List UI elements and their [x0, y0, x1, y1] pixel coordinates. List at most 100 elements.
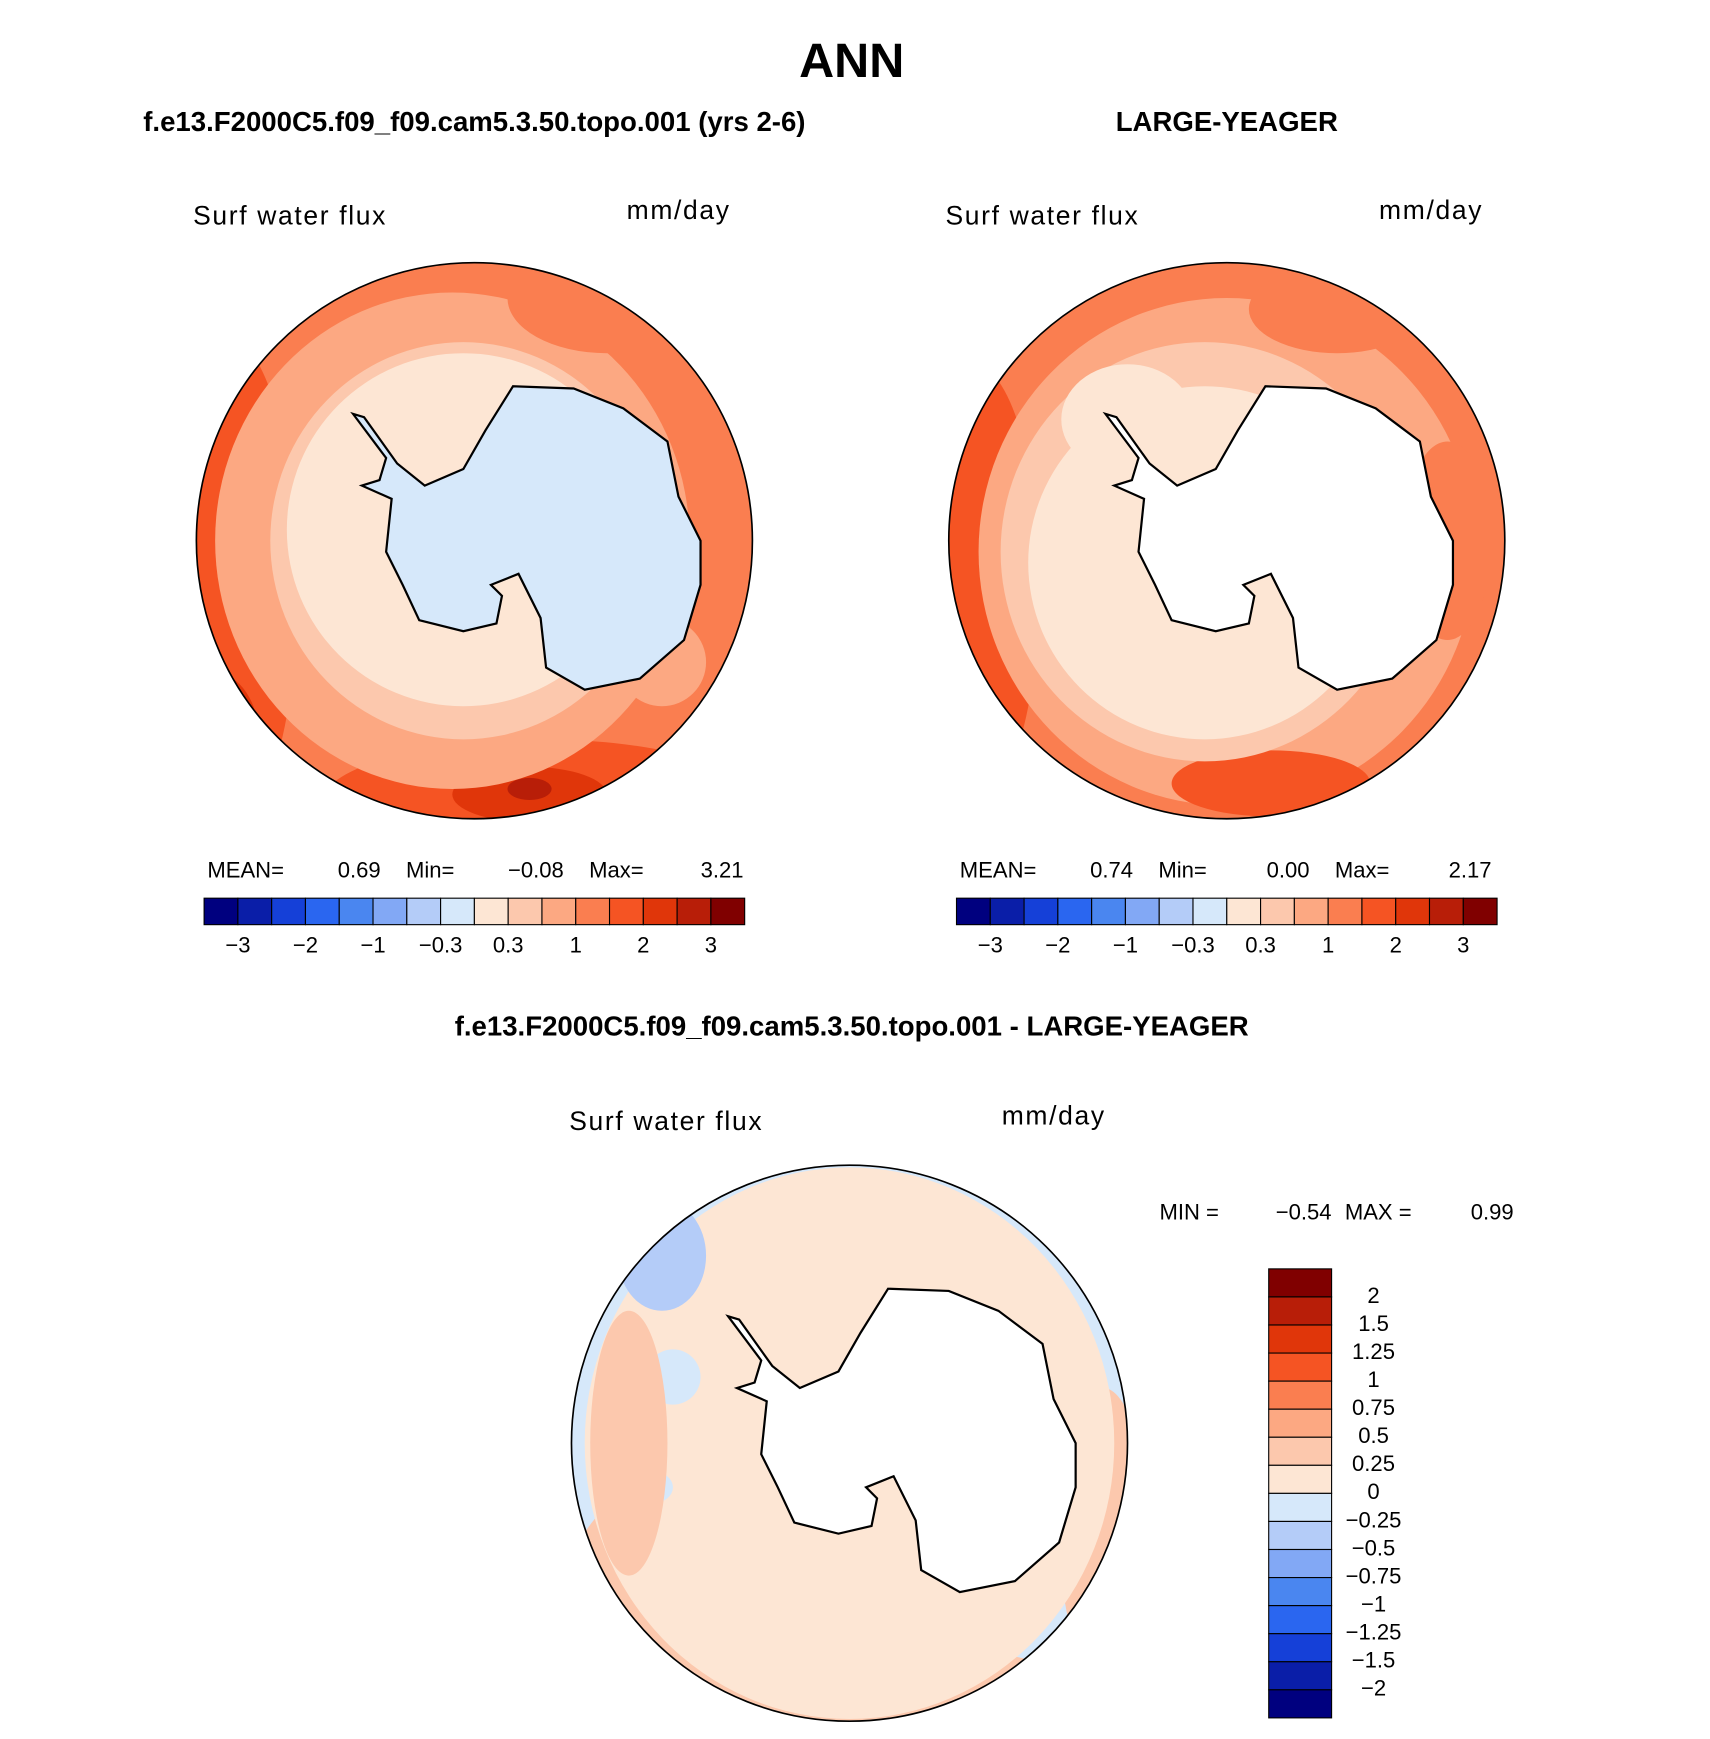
colorbar-label: −1 — [360, 933, 385, 958]
colorbar-box — [1268, 1352, 1333, 1382]
colorbar-box — [676, 897, 712, 926]
figure-title: ANN — [799, 34, 904, 88]
units-label: mm/day — [1379, 195, 1483, 225]
map-border — [947, 261, 1506, 820]
colorbar-box — [271, 897, 307, 926]
colorbar-box — [1268, 1492, 1333, 1522]
colorbar-box — [338, 897, 374, 926]
colorbar-box — [1268, 1548, 1333, 1579]
colorbar-label: −0.5 — [1352, 1535, 1396, 1560]
colorbar-label: 1 — [1322, 933, 1334, 958]
colorbar-label: −1.5 — [1352, 1648, 1396, 1673]
colorbar-box — [473, 897, 509, 926]
colorbar-box — [1327, 897, 1363, 926]
colorbar-box — [440, 897, 475, 926]
stat-value: 2.17 — [1449, 858, 1492, 883]
colorbar-box — [989, 897, 1025, 926]
panel-title: LARGE-YEAGER — [1116, 106, 1338, 137]
colorbar-label: −2 — [293, 933, 318, 958]
colorbar-box — [1428, 897, 1464, 926]
colorbar-label: 2 — [1390, 933, 1402, 958]
map — [571, 1165, 1128, 1722]
stat-name: Max= — [589, 858, 644, 883]
colorbar-label: 1 — [1367, 1367, 1379, 1392]
colorbar-box — [1268, 1296, 1333, 1326]
colorbar-box — [507, 897, 543, 926]
map-contour-region — [590, 1310, 668, 1576]
map-contour-region — [617, 1200, 707, 1311]
stat-name: Min= — [1158, 858, 1206, 883]
stat-value: 0.74 — [1090, 858, 1133, 883]
colorbar-box — [955, 897, 991, 926]
colorbar-box — [1268, 1408, 1333, 1438]
stat-value: 0.69 — [338, 858, 381, 883]
stat-name: Max= — [1335, 858, 1390, 883]
colorbar-label: −2 — [1045, 933, 1070, 958]
colorbar-box — [710, 897, 746, 926]
colorbar-box — [304, 897, 340, 926]
colorbar-box — [1260, 897, 1295, 926]
colorbar-label: 1.5 — [1358, 1311, 1389, 1336]
map-contour-region — [196, 673, 260, 806]
stat-value: 0.00 — [1267, 858, 1310, 883]
colorbar-box — [1268, 1520, 1333, 1551]
colorbar-box — [1268, 1577, 1333, 1607]
colorbar-label: −0.75 — [1346, 1563, 1402, 1588]
colorbar-box — [1462, 897, 1498, 926]
colorbar-box — [1124, 897, 1160, 926]
map-contour-region — [507, 262, 707, 354]
colorbar-box — [406, 897, 442, 926]
colorbar-box — [1226, 897, 1262, 926]
units-label: mm/day — [1002, 1101, 1106, 1131]
colorbar-box — [1158, 897, 1194, 926]
variable-label: Surf water flux — [945, 200, 1139, 230]
colorbar-label: −2 — [1361, 1676, 1386, 1701]
colorbar-box — [642, 897, 678, 926]
colorbar-box — [1091, 897, 1126, 926]
colorbar-label: 3 — [1457, 933, 1469, 958]
colorbar-box — [541, 897, 577, 926]
colorbar-label: 2 — [1367, 1283, 1379, 1308]
colorbar-box — [1268, 1268, 1333, 1298]
colorbar-label: −0.3 — [1171, 933, 1215, 958]
colorbar-box — [1268, 1689, 1333, 1719]
map-border — [570, 1164, 1129, 1723]
panel-title: f.e13.F2000C5.f09_f09.cam5.3.50.topo.001… — [455, 1011, 1249, 1042]
colorbar-label: 2 — [637, 933, 649, 958]
panel-title: f.e13.F2000C5.f09_f09.cam5.3.50.topo.001… — [143, 106, 805, 137]
colorbar-label: 0.3 — [493, 933, 524, 958]
colorbar-label: 1 — [570, 933, 582, 958]
map-border — [195, 261, 754, 820]
stat-name: Min= — [406, 858, 454, 883]
map — [196, 262, 753, 819]
stat-name: MIN = — [1159, 1200, 1218, 1225]
stat-value: 3.21 — [701, 858, 744, 883]
colorbar-box — [1268, 1436, 1333, 1466]
colorbar-label: 0.25 — [1352, 1451, 1395, 1476]
colorbar-box — [1023, 897, 1059, 926]
colorbar-label: −1 — [1113, 933, 1138, 958]
colorbar-box — [1361, 897, 1397, 926]
units-label: mm/day — [627, 195, 731, 225]
colorbar-label: −1.25 — [1346, 1620, 1402, 1645]
colorbar-box — [203, 897, 239, 926]
colorbar-box — [1268, 1380, 1333, 1410]
colorbar-label: −3 — [978, 933, 1003, 958]
variable-label: Surf water flux — [569, 1106, 763, 1136]
colorbar-box — [575, 897, 611, 926]
colorbar-box — [1268, 1661, 1333, 1691]
stat-value: 0.99 — [1471, 1200, 1514, 1225]
colorbar-label: 0.3 — [1245, 933, 1276, 958]
map-contour-region — [1248, 264, 1426, 354]
map-contour-region — [507, 777, 552, 800]
map — [948, 262, 1505, 819]
variable-label: Surf water flux — [193, 200, 387, 230]
colorbar-box — [1268, 1605, 1333, 1635]
colorbar-label: 0.5 — [1358, 1423, 1389, 1448]
stat-value: −0.54 — [1276, 1200, 1332, 1225]
colorbar-box — [237, 897, 273, 926]
colorbar-box — [1268, 1464, 1333, 1494]
colorbar-label: 0 — [1367, 1479, 1379, 1504]
colorbar-box — [1268, 1633, 1333, 1663]
